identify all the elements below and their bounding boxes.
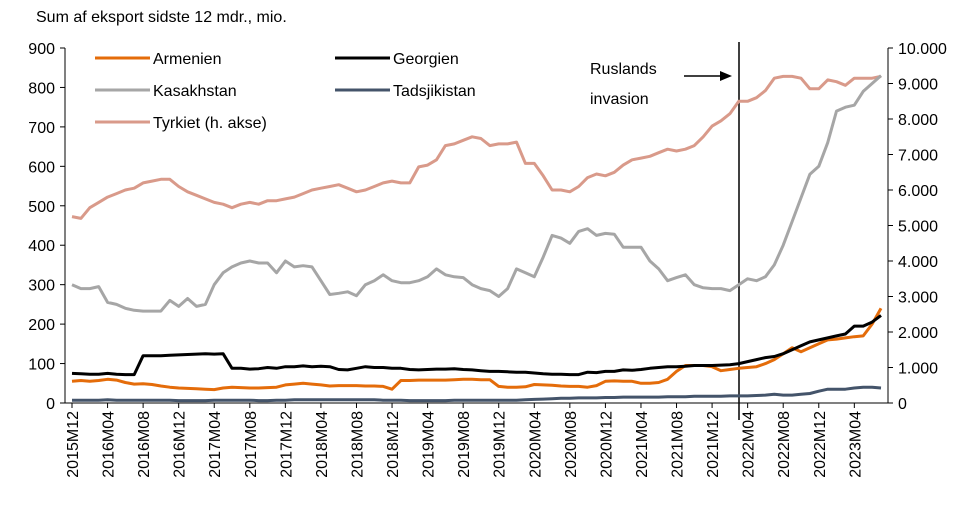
x-tick-label: 2019M04 — [421, 411, 438, 478]
y2-tick-label: 3.000 — [898, 290, 938, 307]
y2-tick-label: 7.000 — [898, 148, 938, 165]
y2-tick-label: 0 — [898, 396, 907, 413]
series-line — [71, 74, 882, 220]
annotation-arrowhead — [720, 71, 732, 81]
annotation: Ruslands — [590, 61, 657, 78]
x-tick-label: 2018M08 — [349, 411, 366, 478]
y2-tick-label: 10.000 — [898, 41, 947, 58]
x-tick-label: 2016M12 — [172, 411, 189, 478]
x-tick-label: 2021M12 — [705, 411, 722, 478]
x-tick-label: 2022M04 — [741, 411, 758, 478]
series-line — [71, 307, 883, 392]
y-tick-label: 800 — [28, 80, 55, 97]
y-tick-label: 200 — [28, 317, 55, 334]
x-tick-label: 2020M08 — [563, 411, 580, 478]
y-tick-label: 0 — [46, 396, 55, 413]
y2-tick-label: 8.000 — [898, 112, 938, 129]
x-tick-label: 2018M12 — [385, 411, 402, 478]
x-tick-label: 2019M12 — [492, 411, 509, 478]
x-tick-label: 2016M04 — [101, 411, 118, 478]
y-axis-title: Sum af eksport sidste 12 mdr., mio. — [36, 9, 287, 26]
series-line — [72, 385, 882, 403]
y-tick-label: 900 — [28, 41, 55, 58]
x-tick-label: 2017M08 — [243, 411, 260, 478]
x-tick-label: 2021M08 — [670, 411, 687, 478]
legend-label: Armenien — [153, 51, 221, 68]
y2-tick-label: 1.000 — [898, 361, 938, 378]
annotation: invasion — [590, 91, 649, 108]
x-tick-label: 2022M12 — [812, 411, 829, 478]
legend-label: Tyrkiet (h. akse) — [153, 115, 267, 132]
legend-label: Georgien — [393, 51, 459, 68]
x-tick-label: 2023M04 — [847, 411, 864, 478]
x-tick-label: 2021M04 — [634, 411, 651, 478]
x-tick-label: 2022M08 — [776, 411, 793, 478]
x-tick-label: 2016M08 — [136, 411, 153, 478]
y2-tick-label: 9.000 — [898, 77, 938, 94]
y-tick-label: 400 — [28, 238, 55, 255]
x-tick-label: 2017M12 — [278, 411, 295, 478]
y-tick-label: 700 — [28, 120, 55, 137]
x-tick-label: 2020M04 — [527, 411, 544, 478]
y-tick-label: 600 — [28, 159, 55, 176]
series-line — [71, 74, 882, 313]
y-tick-label: 500 — [28, 199, 55, 216]
legend-label: Kasakhstan — [153, 83, 237, 100]
x-tick-label: 2019M08 — [456, 411, 473, 478]
x-tick-label: 2020M12 — [598, 411, 615, 478]
y2-tick-label: 4.000 — [898, 254, 938, 271]
legend-label: Tadsjikistan — [393, 83, 476, 100]
x-tick-label: 2017M04 — [207, 411, 224, 478]
y2-tick-label: 6.000 — [898, 183, 938, 200]
x-tick-label: 2018M04 — [314, 411, 331, 478]
y-tick-label: 100 — [28, 357, 55, 374]
y2-tick-label: 5.000 — [898, 219, 938, 236]
y-tick-label: 300 — [28, 278, 55, 295]
series-line — [71, 314, 882, 377]
x-tick-label: 2015M12 — [65, 411, 82, 478]
y2-tick-label: 2.000 — [898, 325, 938, 342]
